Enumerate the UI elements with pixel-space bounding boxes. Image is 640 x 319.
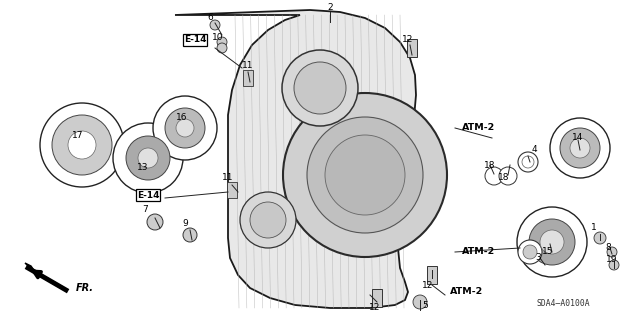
- Text: 10: 10: [212, 33, 224, 42]
- Circle shape: [609, 260, 619, 270]
- Circle shape: [176, 119, 194, 137]
- Text: 15: 15: [542, 248, 554, 256]
- Text: 13: 13: [137, 164, 148, 173]
- Circle shape: [529, 219, 575, 265]
- Circle shape: [540, 230, 564, 254]
- Text: SDA4–A0100A: SDA4–A0100A: [536, 299, 590, 308]
- Bar: [243, 70, 253, 86]
- Circle shape: [607, 247, 617, 257]
- Circle shape: [518, 152, 538, 172]
- Circle shape: [523, 245, 537, 259]
- Circle shape: [250, 202, 286, 238]
- Circle shape: [165, 108, 205, 148]
- Text: 6: 6: [207, 13, 213, 23]
- Text: 14: 14: [572, 133, 584, 143]
- Text: 9: 9: [182, 219, 188, 227]
- Circle shape: [294, 62, 346, 114]
- Text: 1: 1: [591, 224, 597, 233]
- Circle shape: [325, 135, 405, 215]
- Bar: [372, 289, 382, 307]
- Text: 7: 7: [142, 205, 148, 214]
- Text: 3: 3: [535, 254, 541, 263]
- Circle shape: [138, 148, 158, 168]
- Circle shape: [307, 117, 423, 233]
- Circle shape: [113, 123, 183, 193]
- Polygon shape: [175, 10, 416, 308]
- Text: 4: 4: [531, 145, 537, 154]
- Text: 18: 18: [499, 174, 509, 182]
- Text: E-14: E-14: [137, 190, 159, 199]
- Circle shape: [147, 214, 163, 230]
- Text: 8: 8: [605, 242, 611, 251]
- Circle shape: [217, 37, 227, 47]
- Circle shape: [40, 103, 124, 187]
- Text: E-14: E-14: [184, 35, 206, 44]
- Circle shape: [594, 232, 606, 244]
- Circle shape: [153, 96, 217, 160]
- Text: 19: 19: [606, 256, 618, 264]
- Circle shape: [68, 131, 96, 159]
- Bar: [427, 266, 437, 284]
- Text: ATM-2: ATM-2: [462, 248, 495, 256]
- Circle shape: [517, 207, 587, 277]
- Circle shape: [126, 136, 170, 180]
- Text: 5: 5: [422, 300, 428, 309]
- Text: ATM-2: ATM-2: [462, 123, 495, 132]
- Text: FR.: FR.: [76, 283, 94, 293]
- Circle shape: [283, 93, 447, 257]
- Circle shape: [240, 192, 296, 248]
- Circle shape: [560, 128, 600, 168]
- Circle shape: [282, 50, 358, 126]
- Text: ATM-2: ATM-2: [450, 287, 483, 296]
- Polygon shape: [25, 263, 38, 276]
- Circle shape: [217, 43, 227, 53]
- Circle shape: [52, 115, 112, 175]
- Text: 12: 12: [403, 35, 413, 44]
- Text: 12: 12: [369, 303, 381, 313]
- Text: 11: 11: [222, 174, 234, 182]
- Text: 17: 17: [72, 130, 84, 139]
- Text: 11: 11: [243, 61, 253, 70]
- Text: 16: 16: [176, 114, 188, 122]
- Circle shape: [499, 167, 517, 185]
- Bar: [227, 182, 237, 198]
- Text: 18: 18: [484, 160, 496, 169]
- Text: 12: 12: [422, 280, 434, 290]
- Bar: [407, 39, 417, 57]
- Text: 2: 2: [327, 4, 333, 12]
- Circle shape: [570, 138, 590, 158]
- Circle shape: [210, 20, 220, 30]
- Circle shape: [413, 295, 427, 309]
- Circle shape: [183, 228, 197, 242]
- Circle shape: [485, 167, 503, 185]
- Circle shape: [550, 118, 610, 178]
- Circle shape: [518, 240, 542, 264]
